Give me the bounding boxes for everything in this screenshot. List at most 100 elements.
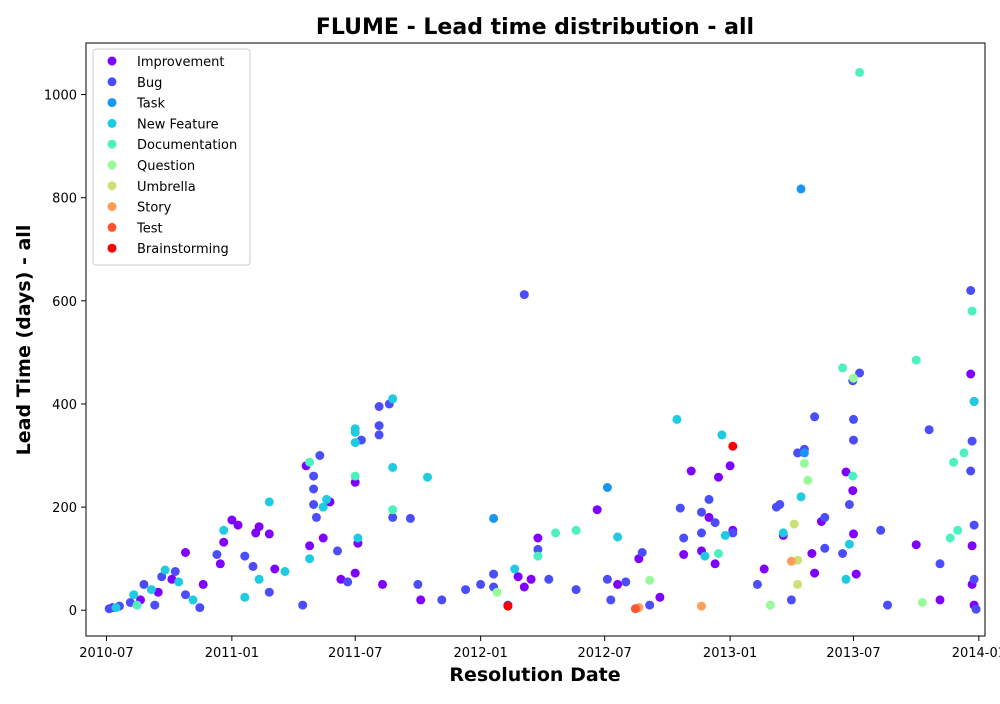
data-point xyxy=(305,541,315,551)
data-point xyxy=(350,438,360,448)
data-point xyxy=(613,579,623,589)
data-point xyxy=(374,402,384,411)
data-point xyxy=(388,505,398,515)
data-point xyxy=(476,579,486,589)
data-point xyxy=(212,550,222,559)
data-point xyxy=(309,484,319,494)
legend-box xyxy=(92,48,251,266)
data-point xyxy=(240,592,250,602)
x-axis-label: Resolution Date xyxy=(449,664,620,686)
legend-label: Brainstorming xyxy=(137,242,229,257)
data-point xyxy=(728,528,738,538)
data-point xyxy=(181,548,190,557)
legend-label: Test xyxy=(136,221,163,236)
data-point xyxy=(844,539,854,549)
data-point xyxy=(513,572,523,582)
data-point xyxy=(697,507,706,517)
data-point xyxy=(697,528,706,538)
y-tick-label: 800 xyxy=(52,192,77,207)
data-point xyxy=(655,592,665,602)
legend-marker xyxy=(107,77,117,87)
data-point xyxy=(388,512,398,522)
data-point xyxy=(219,537,229,547)
data-point xyxy=(170,567,180,576)
data-point xyxy=(807,549,817,558)
data-point xyxy=(264,587,274,597)
legend-marker xyxy=(107,181,117,191)
data-point xyxy=(876,525,886,535)
data-point xyxy=(318,502,328,512)
data-point xyxy=(855,368,865,378)
data-point xyxy=(848,486,858,496)
data-point xyxy=(967,306,977,316)
data-point xyxy=(533,544,543,554)
data-point xyxy=(630,604,640,614)
data-point xyxy=(150,600,160,610)
data-point xyxy=(413,579,423,589)
data-point xyxy=(270,564,280,574)
legend-marker xyxy=(107,56,117,66)
legend-label: Question xyxy=(137,159,195,174)
data-point xyxy=(935,559,945,569)
legend-label: Improvement xyxy=(137,55,224,70)
data-point xyxy=(533,551,543,561)
data-point xyxy=(492,587,502,597)
y-axis-label: Lead Time (days) - all xyxy=(13,225,35,456)
data-point xyxy=(675,503,685,513)
chart-title: FLUME - Lead time distribution - all xyxy=(316,15,754,40)
data-point xyxy=(725,461,735,471)
data-point xyxy=(820,512,830,522)
data-point xyxy=(489,569,499,579)
legend-label: Task xyxy=(136,97,166,112)
data-point xyxy=(796,184,806,194)
data-point xyxy=(309,500,319,509)
data-point xyxy=(967,541,977,551)
data-point xyxy=(519,582,529,592)
data-point xyxy=(602,574,612,584)
data-point xyxy=(233,520,243,530)
data-point xyxy=(280,567,290,576)
data-point xyxy=(967,436,977,446)
data-point xyxy=(571,525,581,535)
x-tick-label: 2010-07 xyxy=(79,646,133,661)
data-point xyxy=(146,585,156,595)
legend-marker xyxy=(107,160,117,170)
series-brainstorming xyxy=(503,441,738,611)
data-point xyxy=(132,600,142,610)
data-point xyxy=(728,441,738,451)
data-point xyxy=(489,513,499,523)
data-point xyxy=(195,603,205,613)
data-point xyxy=(526,574,536,584)
data-point xyxy=(551,528,561,538)
data-point xyxy=(322,494,332,504)
data-point xyxy=(714,472,723,482)
data-point xyxy=(704,494,714,504)
data-point xyxy=(544,574,554,584)
data-point xyxy=(849,435,858,445)
data-point xyxy=(966,286,976,295)
data-point xyxy=(219,525,229,535)
data-point xyxy=(374,421,384,431)
data-point xyxy=(841,467,851,477)
data-point xyxy=(519,290,529,300)
data-point xyxy=(841,574,851,584)
plot-area xyxy=(104,67,981,614)
data-point xyxy=(844,500,854,509)
data-point xyxy=(911,540,921,550)
data-point xyxy=(264,529,274,539)
data-point xyxy=(945,533,955,543)
data-point xyxy=(969,520,979,530)
legend-marker xyxy=(107,139,117,149)
data-point xyxy=(111,603,121,613)
data-point xyxy=(343,577,353,587)
data-point xyxy=(533,533,543,543)
legend: Improvement Bug Task New Feature Documentati… xyxy=(92,48,251,266)
legend-marker xyxy=(107,118,117,128)
data-point xyxy=(679,533,689,543)
data-point xyxy=(672,414,682,424)
data-point xyxy=(686,466,696,476)
x-axis: 2010-07 2011-01 2011-07 2012-01 2012-07 2013-… xyxy=(79,636,1000,661)
data-point xyxy=(704,512,714,522)
data-point xyxy=(254,522,264,532)
data-point xyxy=(793,579,803,589)
